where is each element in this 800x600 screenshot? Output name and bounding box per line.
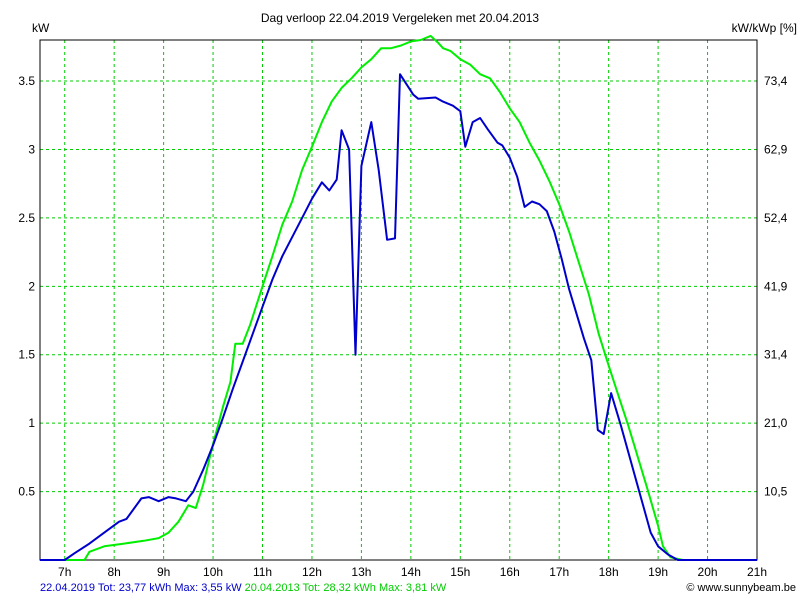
y-tick-label: 2 (28, 279, 35, 293)
y2-tick-label: 52,4 (764, 211, 788, 225)
x-tick-label: 19h (648, 565, 668, 579)
x-tick-label: 13h (351, 565, 371, 579)
x-tick-label: 20h (698, 565, 718, 579)
x-axis-ticks: 7h 8h 9h 10h 11h 12h 13h 14h 15h 16h 17h 18h 19h 20h 2… (58, 565, 767, 579)
y2-tick-label: 41,9 (764, 279, 788, 293)
y2-axis-label: kW/kWp [%] (732, 21, 797, 35)
y-tick-label: 1 (28, 416, 35, 430)
y2-tick-label: 10,5 (764, 485, 788, 499)
credit-text: © www.sunnybeam.be (686, 582, 796, 594)
y2-tick-label: 31,4 (764, 348, 788, 362)
x-tick-label: 12h (302, 565, 322, 579)
x-tick-label: 9h (157, 565, 170, 579)
x-tick-label: 15h (450, 565, 470, 579)
y-tick-label: 0.5 (18, 485, 35, 499)
plot-frame (39, 39, 758, 561)
gridlines (40, 40, 757, 560)
legend-series-1: 22.04.2019 Tot: 23,77 kWh Max: 3,55 kW (40, 582, 242, 594)
series-lines (40, 34, 757, 561)
y-tick-label: 3.5 (18, 74, 35, 88)
y2-tick-label: 62,9 (764, 142, 788, 156)
legend-series-2: 20.04.2013 Tot: 28,32 kWh Max: 3,81 kW (244, 582, 447, 594)
chart-title: Dag verloop 22.04.2019 Vergeleken met 20… (261, 11, 540, 25)
x-tick-label: 16h (500, 565, 520, 579)
x-tick-label: 14h (401, 565, 421, 579)
series-line-2019 (40, 73, 757, 561)
x-tick-label: 7h (58, 565, 71, 579)
x-tick-label: 8h (107, 565, 120, 579)
legend-footer: 22.04.2019 Tot: 23,77 kWh Max: 3,55 kW 2… (40, 582, 446, 594)
y-axis-ticks: 0.5 1 1.5 2 2.5 3 3.5 (18, 74, 35, 499)
x-tick-label: 17h (549, 565, 569, 579)
y-axis-label: kW (32, 21, 50, 35)
y-tick-label: 2.5 (18, 211, 35, 225)
y2-tick-label: 21,0 (764, 416, 788, 430)
x-tick-label: 21h (747, 565, 767, 579)
x-tick-label: 18h (599, 565, 619, 579)
x-tick-label: 10h (203, 565, 223, 579)
x-tick-label: 11h (253, 565, 272, 579)
series-line-2013 (40, 34, 757, 561)
y2-tick-label: 73,4 (764, 74, 788, 88)
y2-axis-ticks: 10,5 21,0 31,4 41,9 52,4 62,9 73,4 (764, 74, 788, 499)
y-tick-label: 3 (28, 142, 35, 156)
y-tick-label: 1.5 (18, 348, 35, 362)
